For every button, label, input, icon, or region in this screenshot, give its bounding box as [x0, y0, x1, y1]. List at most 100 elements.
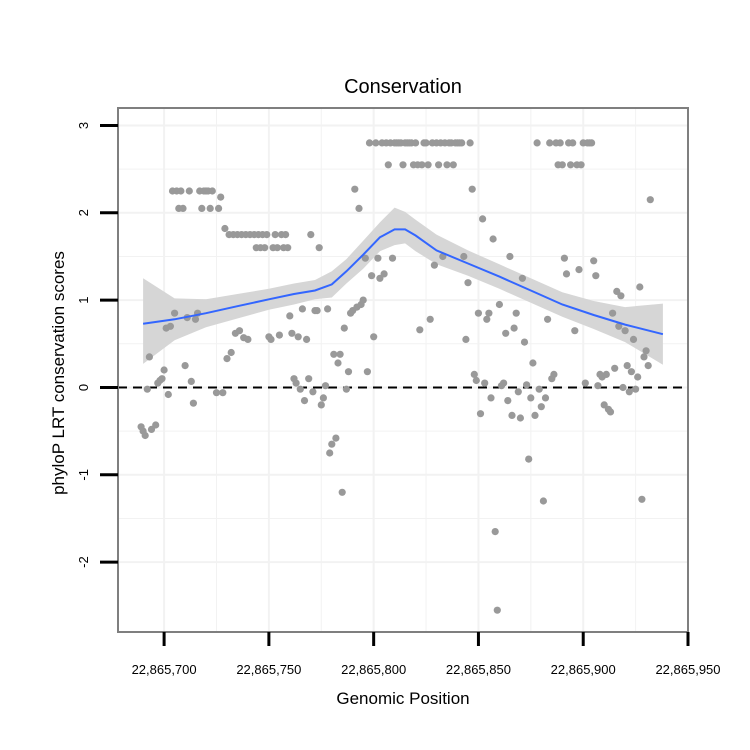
data-point: [531, 411, 539, 419]
data-point: [388, 254, 397, 262]
data-point: [609, 309, 617, 317]
data-point: [418, 161, 426, 169]
data-point: [435, 161, 443, 169]
data-point: [206, 204, 214, 212]
data-point: [305, 375, 313, 383]
data-point: [332, 434, 340, 442]
data-point: [275, 331, 283, 339]
data-point: [625, 388, 633, 396]
data-point: [541, 394, 550, 402]
data-point: [191, 315, 200, 323]
data-point: [527, 394, 535, 402]
data-point: [539, 497, 548, 505]
data-point: [177, 187, 185, 195]
data-point: [602, 370, 610, 378]
data-point: [399, 161, 407, 169]
data-point: [198, 204, 206, 212]
x-tick-label: 22,865,900: [551, 662, 616, 677]
data-point: [344, 368, 353, 376]
data-point: [328, 440, 336, 448]
data-point: [235, 327, 244, 335]
plot-panel: [118, 108, 688, 632]
data-point: [506, 252, 514, 261]
data-point: [508, 411, 516, 419]
data-point: [158, 375, 166, 383]
data-point: [336, 350, 344, 358]
data-point: [556, 139, 564, 147]
data-point: [476, 410, 485, 418]
data-point: [619, 383, 627, 392]
data-point: [632, 385, 640, 393]
data-point: [523, 381, 531, 389]
data-point: [342, 385, 350, 393]
data-point: [483, 315, 491, 323]
data-point: [636, 283, 644, 291]
data-point: [416, 326, 424, 334]
data-point: [160, 366, 168, 374]
data-point: [562, 270, 571, 278]
data-point: [171, 309, 179, 317]
data-point: [615, 322, 623, 330]
x-tick-label: 22,865,850: [446, 662, 511, 677]
data-point: [493, 606, 501, 614]
data-point: [185, 187, 193, 195]
data-point: [324, 305, 332, 313]
data-point: [590, 257, 598, 265]
data-point: [217, 193, 225, 201]
data-point: [284, 244, 292, 252]
x-axis: 22,865,700 22,865,750 22,865,800 22,865,850…: [132, 632, 721, 677]
data-point: [309, 388, 317, 396]
data-point: [426, 315, 434, 323]
x-tick-label: 22,865,800: [341, 662, 406, 677]
data-point: [485, 309, 493, 317]
data-point: [487, 394, 495, 402]
data-point: [412, 139, 420, 147]
data-point: [518, 274, 527, 282]
panel-background: [118, 108, 688, 632]
data-point: [330, 350, 338, 358]
data-point: [334, 359, 342, 367]
data-point: [372, 139, 380, 147]
data-point: [479, 215, 487, 223]
data-point: [472, 376, 480, 385]
data-point: [212, 389, 221, 397]
data-points-layer: [137, 139, 654, 614]
data-point: [374, 254, 382, 262]
data-point: [143, 385, 151, 393]
data-point: [223, 355, 231, 363]
data-point: [621, 327, 629, 335]
data-point: [181, 362, 189, 370]
data-point: [368, 272, 376, 280]
data-point: [646, 196, 654, 204]
data-point: [571, 327, 579, 335]
y-tick-label: 1: [76, 296, 91, 303]
data-point: [560, 254, 569, 262]
data-point: [370, 333, 378, 341]
data-point: [273, 244, 281, 252]
data-point: [307, 231, 315, 239]
data-point: [512, 309, 520, 317]
y-axis-title: phyloP LRT conservation scores: [49, 251, 68, 495]
x-tick-label: 22,865,950: [655, 662, 720, 677]
data-point: [481, 379, 489, 387]
data-point: [286, 312, 294, 320]
data-point: [317, 401, 325, 409]
data-point: [363, 368, 371, 376]
data-point: [424, 161, 432, 169]
data-point: [319, 394, 327, 402]
data-point: [500, 379, 508, 387]
data-point: [187, 377, 195, 385]
y-axis: -2 -1 0 1 2 3: [76, 122, 118, 568]
data-point: [546, 139, 554, 147]
data-point: [141, 431, 149, 440]
data-point: [267, 335, 275, 343]
data-point: [577, 161, 585, 169]
data-point: [627, 368, 636, 376]
data-point: [365, 139, 374, 147]
data-point: [529, 359, 537, 367]
data-point: [489, 235, 497, 243]
data-point: [510, 324, 518, 332]
data-point: [215, 204, 223, 212]
data-point: [303, 335, 311, 343]
data-point: [592, 272, 600, 280]
